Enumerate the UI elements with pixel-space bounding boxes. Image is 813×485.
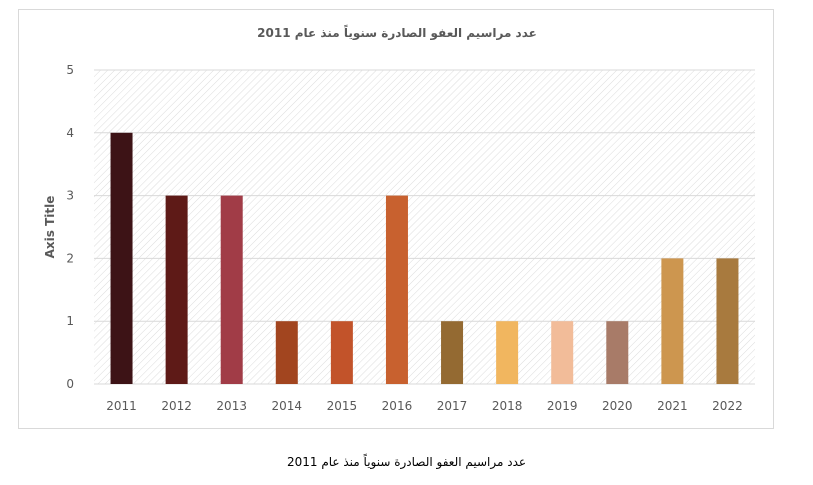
x-tick-label: 2015 <box>327 399 358 413</box>
x-tick-label: 2012 <box>161 399 192 413</box>
x-tick-label: 2022 <box>712 399 743 413</box>
x-tick-label: 2011 <box>106 399 137 413</box>
y-axis-title: Axis Title <box>43 196 57 259</box>
y-tick-label: 2 <box>66 251 74 265</box>
x-tick-label: 2020 <box>602 399 633 413</box>
x-tick-label: 2014 <box>272 399 303 413</box>
bar-2021 <box>661 258 684 384</box>
bar-2015 <box>330 321 353 384</box>
bar-2017 <box>441 321 464 384</box>
bar-2018 <box>496 321 519 384</box>
gridlines <box>94 69 755 385</box>
bar-2020 <box>606 321 629 384</box>
y-tick-label: 5 <box>66 63 74 77</box>
bar-2019 <box>551 321 574 384</box>
plot-area <box>94 70 755 384</box>
y-axis-ticks: 0 1 2 3 4 5 <box>66 63 74 391</box>
x-tick-label: 2018 <box>492 399 523 413</box>
bar-2012 <box>165 195 188 384</box>
figure-caption: عدد مراسيم العفو الصادرة سنوياً منذ عام … <box>286 455 527 469</box>
y-tick-label: 3 <box>66 189 74 203</box>
chart-frame: عدد مراسيم العفو الصادرة سنوياً منذ عام … <box>18 9 774 429</box>
bar-2011 <box>110 132 133 384</box>
bars <box>110 132 739 384</box>
x-tick-label: 2016 <box>382 399 413 413</box>
y-tick-label: 4 <box>66 126 74 140</box>
x-tick-label: 2021 <box>657 399 688 413</box>
x-tick-label: 2019 <box>547 399 578 413</box>
x-tick-label: 2017 <box>437 399 468 413</box>
y-tick-label: 1 <box>66 314 74 328</box>
bar-2022 <box>716 258 739 384</box>
bar-2016 <box>385 195 408 384</box>
chart-title: عدد مراسيم العفو الصادرة سنوياً منذ عام … <box>257 26 537 40</box>
y-tick-label: 0 <box>66 377 74 391</box>
x-tick-label: 2013 <box>216 399 247 413</box>
bar-2013 <box>220 195 243 384</box>
bar-2014 <box>275 321 298 384</box>
x-axis-ticks: 2011 2012 2013 2014 2015 2016 2017 2018 2019 2020… <box>106 399 742 413</box>
